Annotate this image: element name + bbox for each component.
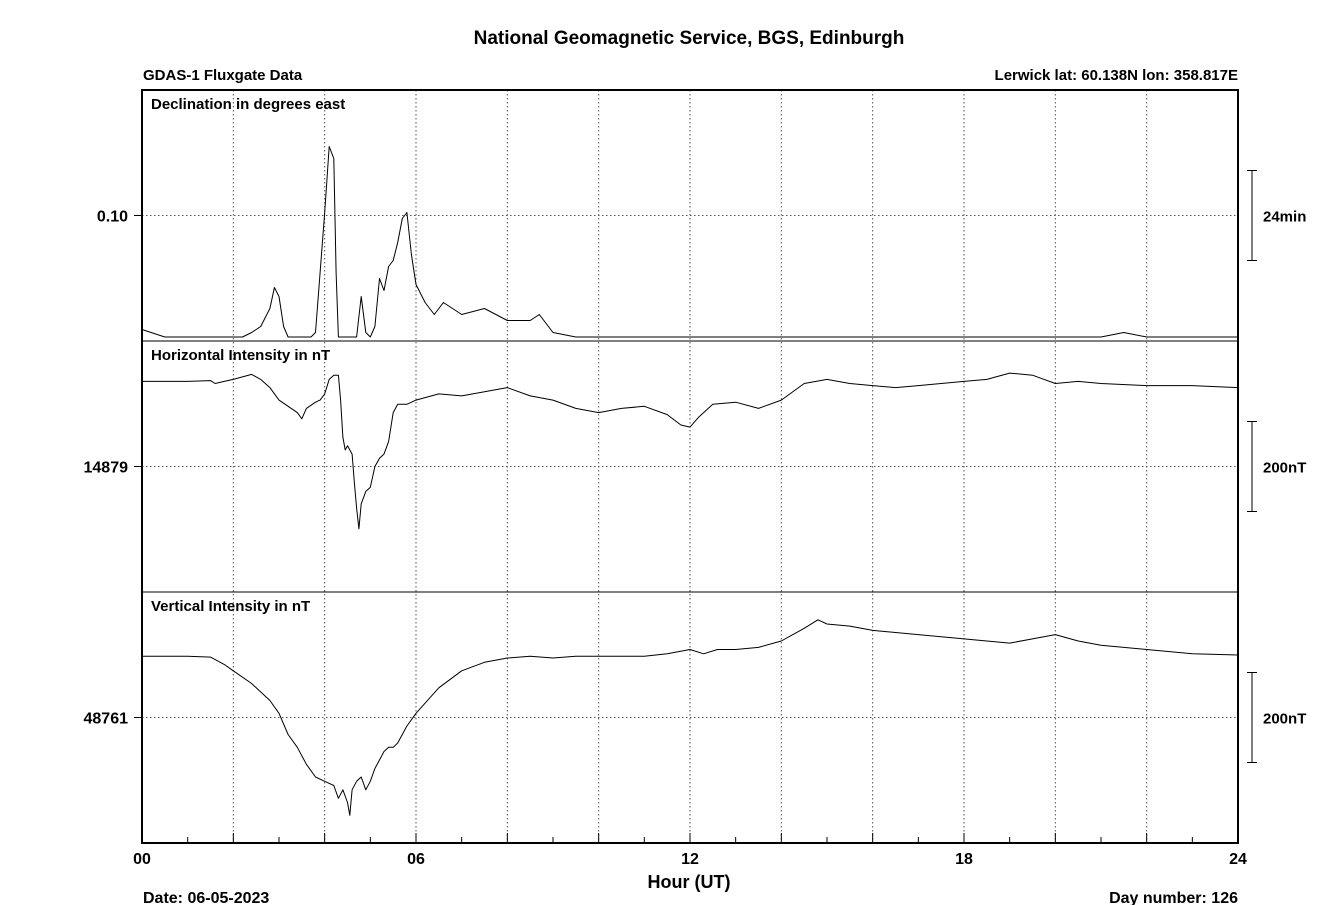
chart-title: National Geomagnetic Service, BGS, Edinb… [474, 28, 905, 49]
x-axis-label: Hour (UT) [648, 872, 731, 892]
x-tick-label: 24 [1229, 851, 1247, 868]
scale-bar-label: 24min [1263, 209, 1306, 226]
panel-title: Declination in degrees east [151, 96, 345, 113]
baseline-value-label: 0.10 [97, 209, 128, 226]
x-tick-label: 18 [955, 851, 973, 868]
panel-title: Vertical Intensity in nT [151, 598, 310, 615]
x-tick-label: 00 [133, 851, 151, 868]
instrument-label: GDAS-1 Fluxgate Data [143, 67, 303, 84]
baseline-value-label: 14879 [84, 460, 129, 477]
station-label: Lerwick lat: 60.138N lon: 358.817E [995, 67, 1238, 84]
scale-bar-label: 200nT [1263, 711, 1306, 728]
x-tick-label: 06 [407, 851, 425, 868]
plot-panels: Declination in degrees east 0.10 24min Hori… [84, 96, 1306, 816]
x-tick-label: 12 [681, 851, 699, 868]
data-trace [141, 146, 1238, 338]
day-number-label: Day number: 126 [1109, 890, 1238, 905]
date-label: Date: 06-05-2023 [143, 890, 269, 905]
x-axis: 00 06 12 18 24 [133, 833, 1247, 868]
panel-title: Horizontal Intensity in nT [151, 347, 330, 364]
data-trace [142, 372, 1239, 530]
grid-lines [142, 90, 1238, 843]
data-trace [142, 619, 1239, 816]
baseline-value-label: 48761 [84, 711, 129, 728]
scale-bar-label: 200nT [1263, 460, 1306, 477]
